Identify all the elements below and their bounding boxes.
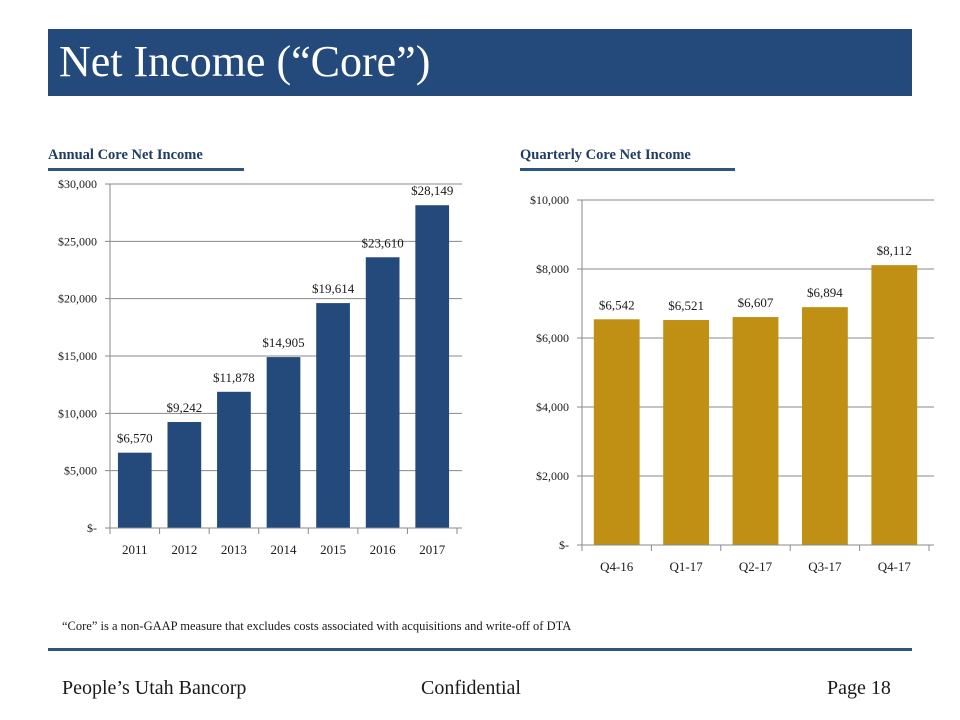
x-tick-label: 2015 (320, 542, 346, 557)
y-tick-label: $30,000 (58, 177, 97, 191)
x-tick-label: 2014 (271, 542, 298, 557)
bar-2017 (415, 205, 450, 528)
annual-gridlines (105, 183, 462, 472)
x-tick-label: 2017 (419, 542, 446, 557)
quarterly-labels: $6,542 Q4-16 $6,521 Q1-17 $6,607 Q2-17 $6,894 Q… (599, 243, 912, 574)
bar-2013 (217, 391, 251, 528)
y-tick-label: $6,000 (536, 331, 569, 345)
bar-2016 (365, 257, 400, 528)
bar-q3-17 (801, 307, 848, 545)
y-tick-label: $8,000 (536, 262, 569, 276)
title-bar: Net Income (“Core”) (48, 29, 912, 96)
footer-confidential: Confidential (421, 677, 521, 699)
quarterly-title-underline (520, 168, 735, 171)
y-tick-label: $10,000 (58, 406, 97, 420)
bar-2014 (266, 357, 301, 528)
x-tick-label: Q4-17 (878, 559, 912, 574)
bar-q1-17 (663, 320, 710, 545)
x-tick-label: 2016 (370, 542, 397, 557)
annual-labels: $6,570 2011 $9,242 2012 $11,878 2013 $14,905 20… (117, 183, 453, 557)
x-tick-label: 2013 (221, 542, 247, 557)
bar-2012 (167, 422, 202, 528)
x-tick-label: Q1-17 (669, 559, 703, 574)
x-tick-label: 2012 (171, 542, 197, 557)
x-tick-label: Q3-17 (808, 559, 842, 574)
y-tick-label: $- (559, 538, 569, 552)
annual-axes: $- $5,000 $10,000 $15,000 $20,000 $25,000 $30,… (58, 177, 462, 535)
data-label: $23,610 (362, 235, 404, 250)
y-tick-label: $25,000 (58, 234, 97, 248)
annual-bars (117, 205, 450, 528)
footer-divider (48, 648, 912, 651)
core-footnote: “Core” is a non-GAAP measure that exclud… (62, 619, 572, 633)
data-label: $9,242 (166, 400, 202, 415)
data-label: $6,894 (807, 285, 843, 300)
quarterly-chart-title: Quarterly Core Net Income (520, 147, 691, 163)
data-label: $11,878 (213, 370, 255, 385)
data-label: $8,112 (877, 243, 912, 258)
data-label: $14,905 (262, 335, 304, 350)
y-tick-label: $5,000 (64, 464, 97, 478)
bar-q4-16 (593, 319, 640, 545)
data-label: $6,607 (738, 295, 774, 310)
footer-page-number: Page 18 (827, 677, 891, 699)
annual-title-underline (48, 168, 244, 171)
y-tick-label: $2,000 (536, 469, 569, 483)
bar-q2-17 (732, 317, 779, 545)
data-label: $6,570 (117, 431, 153, 446)
annual-chart-title: Annual Core Net Income (48, 147, 203, 163)
y-tick-label: $10,000 (530, 193, 569, 207)
y-tick-label: $4,000 (536, 400, 569, 414)
quarterly-bars (593, 265, 918, 545)
data-label: $28,149 (411, 183, 453, 198)
x-tick-label: Q4-16 (600, 559, 634, 574)
bar-2011 (117, 452, 152, 528)
footer-company: People’s Utah Bancorp (62, 677, 247, 699)
page-title: Net Income (“Core”) (59, 37, 431, 86)
x-tick-label: 2011 (122, 542, 148, 557)
data-label: $19,614 (312, 281, 355, 296)
bar-2015 (316, 303, 350, 528)
data-label: $6,521 (668, 298, 704, 313)
quarterly-axes: $- $2,000 $4,000 $6,000 $8,000 $10,000 (530, 193, 934, 552)
data-label: $6,542 (599, 297, 635, 312)
y-tick-label: $- (87, 521, 97, 535)
x-tick-label: Q2-17 (739, 559, 773, 574)
bar-q4-17 (871, 265, 918, 545)
y-tick-label: $15,000 (58, 349, 97, 363)
y-tick-label: $20,000 (58, 292, 97, 306)
